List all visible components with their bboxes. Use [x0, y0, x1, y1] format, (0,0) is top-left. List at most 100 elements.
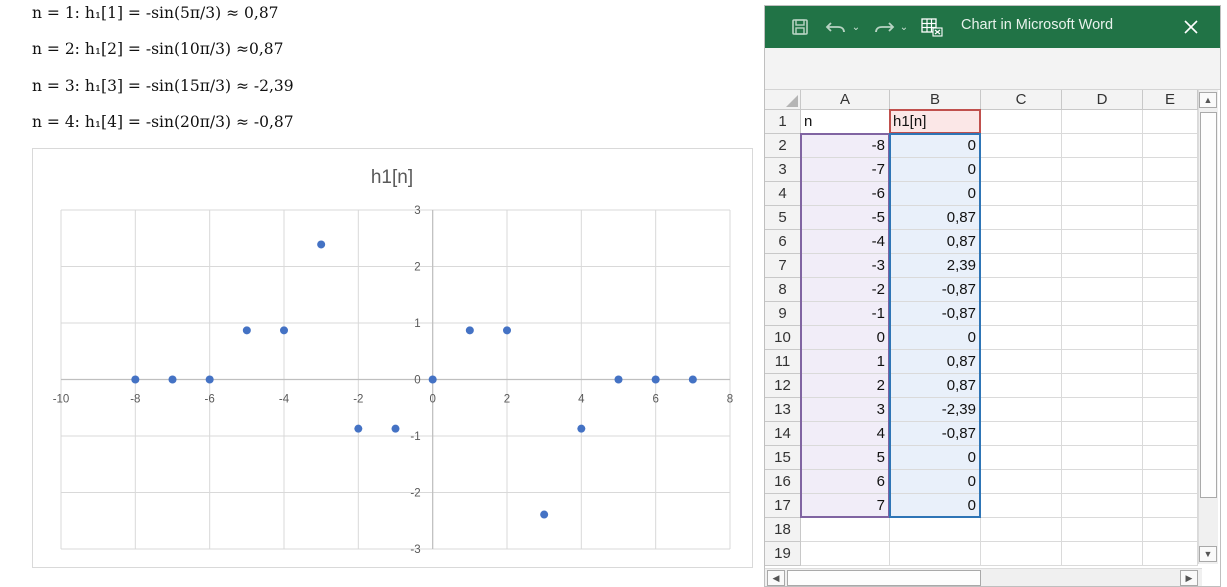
redo-dropdown-icon[interactable]: ⌄ [899, 21, 909, 33]
row-header-17[interactable]: 17 [765, 494, 801, 518]
cell-d19[interactable] [1062, 542, 1143, 566]
horizontal-scroll-thumb[interactable] [787, 570, 981, 586]
cell-d14[interactable] [1062, 422, 1143, 446]
cell-d17[interactable] [1062, 494, 1143, 518]
edit-data-in-excel-icon[interactable] [920, 16, 944, 38]
data-point[interactable] [651, 375, 660, 384]
cell-b8[interactable]: -0,87 [890, 278, 981, 302]
data-point[interactable] [242, 326, 251, 335]
row-header-11[interactable]: 11 [765, 350, 801, 374]
cell-d4[interactable] [1062, 182, 1143, 206]
data-point[interactable] [428, 375, 437, 384]
cell-e16[interactable] [1143, 470, 1198, 494]
cell-b10[interactable]: 0 [890, 326, 981, 350]
cell-b5[interactable]: 0,87 [890, 206, 981, 230]
cell-c14[interactable] [981, 422, 1062, 446]
cell-d3[interactable] [1062, 158, 1143, 182]
cell-b17[interactable]: 0 [890, 494, 981, 518]
cell-a7[interactable]: -3 [801, 254, 890, 278]
cell-e10[interactable] [1143, 326, 1198, 350]
cell-a19[interactable] [801, 542, 890, 566]
cell-d9[interactable] [1062, 302, 1143, 326]
column-header-e[interactable]: E [1143, 90, 1198, 110]
cell-e2[interactable] [1143, 134, 1198, 158]
cell-a11[interactable]: 1 [801, 350, 890, 374]
data-point[interactable] [540, 510, 549, 519]
row-header-4[interactable]: 4 [765, 182, 801, 206]
undo-dropdown-icon[interactable]: ⌄ [851, 21, 861, 33]
redo-icon[interactable] [871, 16, 897, 38]
row-header-12[interactable]: 12 [765, 374, 801, 398]
cell-e9[interactable] [1143, 302, 1198, 326]
cell-d8[interactable] [1062, 278, 1143, 302]
cell-a8[interactable]: -2 [801, 278, 890, 302]
cell-e6[interactable] [1143, 230, 1198, 254]
column-header-b[interactable]: B [890, 90, 981, 110]
cell-e15[interactable] [1143, 446, 1198, 470]
cell-e19[interactable] [1143, 542, 1198, 566]
cell-c11[interactable] [981, 350, 1062, 374]
select-all-corner[interactable] [765, 90, 801, 110]
cell-d10[interactable] [1062, 326, 1143, 350]
cell-d7[interactable] [1062, 254, 1143, 278]
row-header-9[interactable]: 9 [765, 302, 801, 326]
cell-d2[interactable] [1062, 134, 1143, 158]
cell-e18[interactable] [1143, 518, 1198, 542]
cell-b14[interactable]: -0,87 [890, 422, 981, 446]
data-point[interactable] [205, 375, 214, 384]
cell-c3[interactable] [981, 158, 1062, 182]
cell-b6[interactable]: 0,87 [890, 230, 981, 254]
row-header-16[interactable]: 16 [765, 470, 801, 494]
row-header-10[interactable]: 10 [765, 326, 801, 350]
cell-b16[interactable]: 0 [890, 470, 981, 494]
column-header-d[interactable]: D [1062, 90, 1143, 110]
close-button[interactable] [1173, 14, 1209, 40]
cell-d5[interactable] [1062, 206, 1143, 230]
data-point[interactable] [503, 326, 511, 335]
cell-a4[interactable]: -6 [801, 182, 890, 206]
save-icon[interactable] [789, 16, 811, 38]
scroll-left-button[interactable]: ◀ [767, 570, 785, 586]
cell-e5[interactable] [1143, 206, 1198, 230]
cell-a18[interactable] [801, 518, 890, 542]
cell-e3[interactable] [1143, 158, 1198, 182]
data-point[interactable] [131, 375, 140, 384]
cell-c12[interactable] [981, 374, 1062, 398]
excel-chart-data-window[interactable]: ⌄ ⌄ Chart in Microsoft Word A B C D E 1 n h1[n]… [764, 5, 1221, 587]
cell-b13[interactable]: -2,39 [890, 398, 981, 422]
cell-c2[interactable] [981, 134, 1062, 158]
scroll-right-button[interactable]: ▶ [1180, 570, 1198, 586]
cell-d16[interactable] [1062, 470, 1143, 494]
cell-d18[interactable] [1062, 518, 1143, 542]
cell-c5[interactable] [981, 206, 1062, 230]
row-header-8[interactable]: 8 [765, 278, 801, 302]
cell-a1[interactable]: n [801, 110, 890, 134]
cell-e4[interactable] [1143, 182, 1198, 206]
cell-c8[interactable] [981, 278, 1062, 302]
cell-a10[interactable]: 0 [801, 326, 890, 350]
cell-d15[interactable] [1062, 446, 1143, 470]
cell-c6[interactable] [981, 230, 1062, 254]
vertical-scroll-thumb[interactable] [1200, 112, 1217, 498]
row-header-1[interactable]: 1 [765, 110, 801, 134]
row-header-14[interactable]: 14 [765, 422, 801, 446]
cell-c9[interactable] [981, 302, 1062, 326]
cell-b18[interactable] [890, 518, 981, 542]
cell-a15[interactable]: 5 [801, 446, 890, 470]
data-point[interactable] [614, 375, 623, 384]
cell-a13[interactable]: 3 [801, 398, 890, 422]
excel-title-bar[interactable]: ⌄ ⌄ Chart in Microsoft Word [765, 6, 1220, 48]
cell-a6[interactable]: -4 [801, 230, 890, 254]
cell-c16[interactable] [981, 470, 1062, 494]
cell-c7[interactable] [981, 254, 1062, 278]
cell-b1[interactable]: h1[n] [890, 110, 981, 134]
row-header-19[interactable]: 19 [765, 542, 801, 566]
cell-b12[interactable]: 0,87 [890, 374, 981, 398]
cell-a16[interactable]: 6 [801, 470, 890, 494]
column-header-a[interactable]: A [801, 90, 890, 110]
data-point[interactable] [465, 326, 474, 335]
cell-c13[interactable] [981, 398, 1062, 422]
cell-c15[interactable] [981, 446, 1062, 470]
cell-d1[interactable] [1062, 110, 1143, 134]
row-header-2[interactable]: 2 [765, 134, 801, 158]
